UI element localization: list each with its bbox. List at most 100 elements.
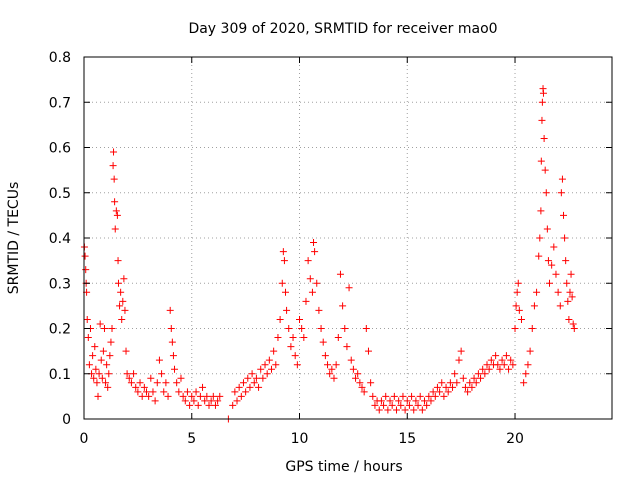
data-point (395, 397, 403, 405)
data-point (509, 361, 517, 369)
data-point (500, 361, 508, 369)
data-point (211, 401, 219, 409)
data-point (438, 379, 446, 387)
y-tick-label: 0.4 (49, 231, 71, 247)
data-point (160, 388, 168, 396)
x-tick-label: 20 (506, 431, 524, 447)
data-point (349, 365, 357, 373)
data-point (487, 356, 495, 364)
data-point (364, 347, 372, 355)
data-point (111, 198, 119, 206)
data-point (97, 356, 105, 364)
data-point (526, 347, 534, 355)
data-point (343, 343, 351, 351)
data-point (401, 406, 409, 414)
data-point (408, 392, 416, 400)
data-point (543, 225, 551, 233)
data-point (470, 374, 478, 382)
data-point (563, 279, 571, 287)
data-point (153, 379, 161, 387)
data-point (414, 401, 422, 409)
data-point (130, 370, 138, 378)
y-axis-label: SRMTID / TECUs (6, 182, 22, 295)
data-points (80, 85, 578, 423)
data-point (119, 297, 127, 305)
data-point (542, 189, 550, 197)
data-point (106, 352, 114, 360)
data-point (186, 401, 194, 409)
data-point (310, 239, 318, 247)
data-point (289, 334, 297, 342)
data-point (321, 352, 329, 360)
data-point (481, 370, 489, 378)
data-point (171, 365, 179, 373)
data-point (418, 406, 426, 414)
data-point (298, 325, 306, 332)
data-point (280, 257, 288, 265)
x-tick-label: 15 (398, 431, 416, 447)
data-point (83, 315, 91, 323)
data-point (142, 388, 150, 396)
data-point (291, 352, 299, 360)
data-point (116, 302, 124, 310)
data-point (194, 401, 202, 409)
data-point (84, 334, 92, 342)
data-point (360, 388, 368, 396)
data-point (85, 361, 93, 369)
data-point (392, 406, 400, 414)
data-point (514, 279, 522, 287)
data-point (538, 98, 546, 106)
data-point (461, 383, 469, 391)
data-point (548, 261, 556, 269)
data-point (155, 356, 163, 364)
data-point (502, 352, 510, 360)
data-point (274, 334, 282, 342)
data-point (92, 365, 100, 373)
data-point (317, 325, 325, 332)
data-point (539, 89, 547, 97)
data-point (98, 374, 106, 382)
data-point (507, 356, 515, 364)
data-point (390, 392, 398, 400)
data-point (300, 334, 308, 342)
data-point (122, 347, 130, 355)
data-point (147, 374, 155, 382)
data-point (568, 293, 576, 301)
data-point (412, 397, 420, 405)
data-point (436, 388, 444, 396)
data-point (279, 248, 287, 256)
data-point (175, 388, 183, 396)
data-point (177, 374, 185, 382)
data-point (533, 288, 541, 296)
data-point (239, 379, 247, 387)
data-point (199, 383, 207, 391)
data-point (330, 374, 338, 382)
data-point (524, 361, 532, 369)
data-point (382, 392, 390, 400)
data-point (287, 343, 295, 351)
data-point (259, 374, 267, 382)
data-point (207, 397, 215, 405)
data-point (209, 392, 217, 400)
data-point (416, 392, 424, 400)
data-point (457, 347, 465, 355)
data-point (339, 302, 347, 310)
data-point (201, 397, 209, 405)
data-point (196, 392, 204, 400)
data-point (127, 379, 135, 387)
data-point (311, 248, 319, 256)
data-point (117, 288, 125, 296)
data-point (354, 370, 362, 378)
data-point (91, 343, 99, 351)
data-point (423, 401, 431, 409)
data-point (319, 338, 327, 346)
data-point (522, 370, 530, 378)
data-point (362, 325, 370, 332)
data-point (231, 388, 239, 396)
data-point (173, 379, 181, 387)
data-point (449, 383, 457, 391)
data-point (410, 406, 418, 414)
data-point (496, 365, 504, 373)
data-point (554, 288, 562, 296)
data-point (181, 397, 189, 405)
